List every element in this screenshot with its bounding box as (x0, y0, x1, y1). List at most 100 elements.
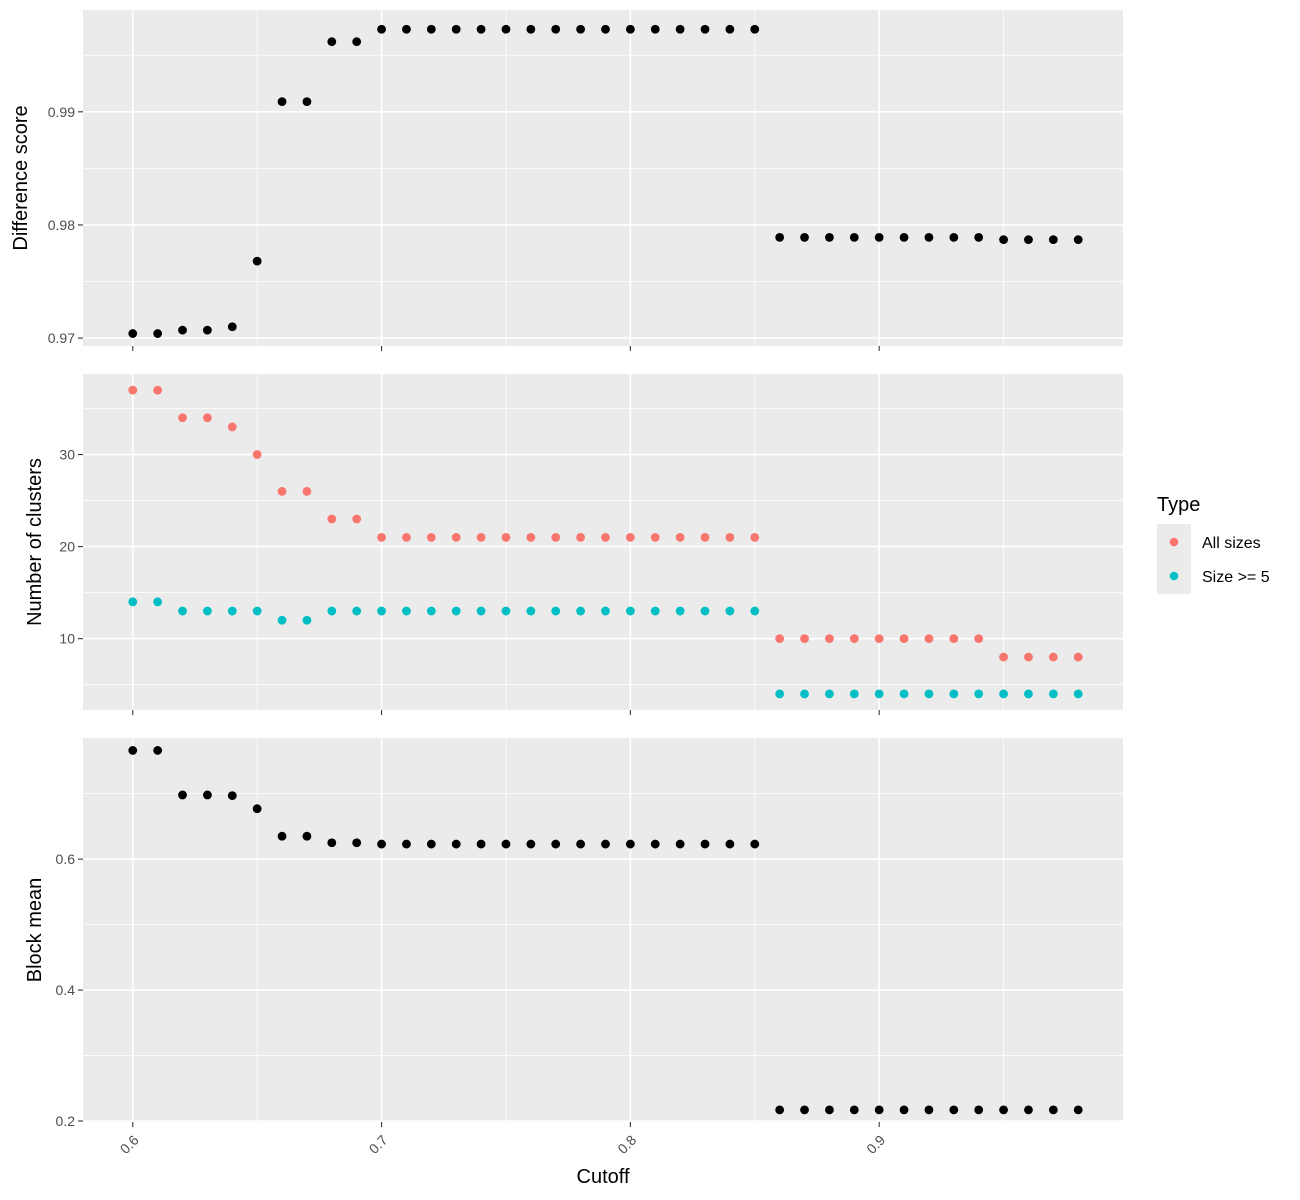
data-point (874, 1105, 884, 1115)
data-point (576, 606, 586, 616)
data-point (576, 24, 586, 34)
y-tick-label: 0.2 (56, 1113, 76, 1129)
data-point (725, 606, 735, 616)
data-point (377, 24, 386, 34)
x-tick-label: 0.6 (117, 1132, 142, 1157)
data-point (426, 532, 436, 542)
data-point (128, 385, 138, 395)
data-point (302, 615, 312, 625)
data-point (625, 839, 635, 849)
data-point (601, 24, 610, 34)
data-point (277, 97, 287, 107)
data-point (999, 652, 1008, 662)
data-point (451, 532, 461, 542)
data-point (650, 532, 660, 542)
data-point (377, 532, 386, 542)
data-point (924, 232, 934, 242)
data-point (949, 689, 959, 699)
data-point (700, 532, 710, 542)
legend-label-size-ge-5: Size >= 5 (1202, 569, 1270, 586)
data-point (650, 839, 660, 849)
data-point (327, 838, 337, 848)
data-point (551, 24, 561, 34)
data-point (203, 790, 212, 800)
data-point (526, 606, 536, 616)
data-point (924, 1105, 934, 1115)
data-point (526, 839, 536, 849)
data-point (924, 689, 934, 699)
x-tick-label: 0.7 (366, 1132, 391, 1157)
data-point (675, 24, 685, 34)
legend-key-size-ge-5 (1169, 571, 1179, 581)
data-point (252, 256, 262, 266)
data-point (277, 615, 287, 625)
data-point (551, 839, 561, 849)
data-point (526, 24, 536, 34)
data-point (874, 232, 884, 242)
data-point (402, 606, 411, 616)
data-point (601, 532, 610, 542)
data-point (327, 606, 337, 616)
panel-background (83, 738, 1123, 1122)
data-point (451, 24, 461, 34)
y-tick-label: 20 (59, 539, 75, 555)
data-point (825, 634, 834, 644)
data-point (750, 839, 760, 849)
series-1 (128, 746, 1083, 1115)
data-point (1073, 652, 1083, 662)
panel-background (83, 10, 1123, 346)
data-point (949, 232, 959, 242)
data-point (750, 532, 760, 542)
panel-1: 0.97 0.98 0.99 Difference score (10, 10, 1123, 351)
data-point (476, 24, 486, 34)
y-axis-title: Difference score (10, 105, 32, 250)
data-point (949, 634, 959, 644)
data-point (750, 24, 760, 34)
data-point (601, 606, 610, 616)
data-point (277, 831, 287, 841)
data-point (526, 532, 536, 542)
data-point (849, 689, 859, 699)
data-point (974, 1105, 984, 1115)
y-tick-label: 0.4 (56, 982, 76, 998)
data-point (352, 514, 362, 524)
data-point (750, 606, 760, 616)
panel-3: 0.2 0.4 0.6 0.6 0.7 0.8 0.9 Block mean (24, 738, 1123, 1157)
data-point (302, 486, 312, 496)
data-point (451, 839, 461, 849)
data-point (203, 413, 212, 423)
data-point (700, 24, 710, 34)
y-tick-label: 10 (59, 631, 75, 647)
data-point (178, 790, 187, 800)
y-axis-title: Number of clusters (24, 458, 46, 626)
y-tick-label: 30 (59, 447, 75, 463)
panel-background (83, 374, 1123, 710)
data-point (227, 791, 237, 801)
data-point (576, 532, 586, 542)
data-point (949, 1105, 959, 1115)
data-point (725, 839, 735, 849)
data-point (128, 746, 138, 755)
data-point (227, 322, 237, 332)
data-point (178, 606, 187, 616)
series-2 (128, 597, 1083, 699)
legend-key-background (1157, 524, 1191, 594)
data-point (725, 532, 735, 542)
data-point (849, 634, 859, 644)
legend: Type All sizes Size >= 5 (1157, 494, 1270, 594)
data-point (650, 24, 660, 34)
data-point (1048, 1105, 1058, 1115)
data-point (775, 1105, 785, 1115)
data-point (800, 232, 809, 242)
chart-panels: 0.97 0.98 0.99 Difference score 10 20 30 Number… (10, 10, 1123, 1157)
data-point (1073, 1105, 1083, 1115)
data-point (1073, 689, 1083, 699)
data-point (377, 839, 386, 849)
data-point (849, 1105, 859, 1115)
data-point (825, 1105, 834, 1115)
data-point (402, 24, 411, 34)
data-point (1024, 689, 1033, 699)
data-point (153, 329, 163, 338)
data-point (501, 24, 511, 34)
y-axis-title: Block mean (24, 878, 46, 983)
